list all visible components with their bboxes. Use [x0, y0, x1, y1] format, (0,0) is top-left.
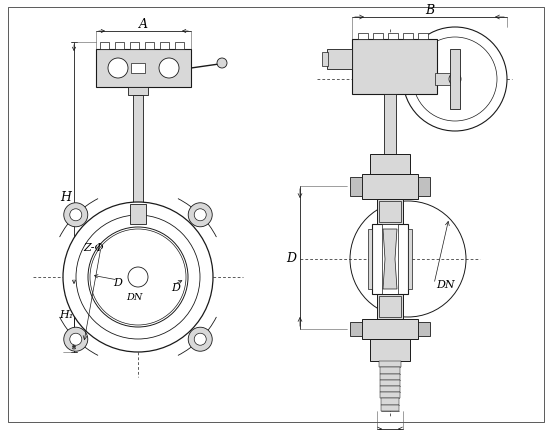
Bar — [408, 230, 412, 289]
Text: DN: DN — [126, 293, 142, 302]
Bar — [130, 43, 139, 50]
Circle shape — [403, 28, 507, 132]
Bar — [377, 294, 403, 319]
Bar — [380, 367, 400, 374]
Circle shape — [88, 227, 188, 327]
Bar — [418, 322, 430, 336]
Bar — [145, 43, 154, 50]
Bar — [100, 43, 109, 50]
Bar — [380, 386, 400, 392]
Bar — [322, 53, 328, 67]
Circle shape — [64, 203, 88, 227]
Bar — [350, 178, 362, 197]
Bar — [380, 380, 400, 386]
Text: H: H — [61, 191, 71, 204]
Bar — [373, 34, 383, 40]
Circle shape — [108, 59, 128, 79]
Bar — [388, 34, 398, 40]
Bar — [418, 34, 428, 40]
Bar — [368, 230, 372, 289]
Text: A: A — [139, 18, 148, 31]
Circle shape — [70, 209, 82, 221]
Bar — [372, 224, 408, 294]
Bar — [379, 361, 401, 367]
Bar — [418, 178, 430, 197]
Text: DN: DN — [436, 280, 455, 289]
Circle shape — [63, 203, 213, 352]
Bar — [175, 43, 184, 50]
Bar — [379, 202, 401, 222]
Bar — [128, 88, 148, 96]
Circle shape — [159, 59, 179, 79]
Bar — [381, 405, 399, 411]
Bar — [350, 322, 362, 336]
Text: D: D — [172, 283, 181, 292]
Bar — [358, 34, 368, 40]
Circle shape — [188, 203, 212, 227]
Bar — [380, 374, 400, 380]
Bar — [327, 50, 352, 70]
Bar — [403, 34, 413, 40]
Circle shape — [70, 333, 82, 345]
Bar — [370, 339, 410, 361]
Circle shape — [194, 333, 206, 345]
Text: D: D — [114, 277, 123, 287]
Bar — [133, 96, 143, 209]
Text: B: B — [425, 4, 434, 18]
Circle shape — [76, 215, 200, 339]
Bar — [435, 74, 455, 86]
Bar — [384, 95, 396, 155]
Circle shape — [188, 328, 212, 351]
Bar — [352, 40, 437, 95]
Circle shape — [128, 267, 148, 287]
Bar — [379, 296, 401, 317]
Bar — [450, 50, 460, 110]
Circle shape — [217, 59, 227, 69]
Bar — [131, 64, 145, 74]
Bar — [370, 155, 410, 175]
Bar — [96, 50, 191, 88]
Bar — [382, 224, 398, 294]
Bar — [160, 43, 169, 50]
Text: H₁: H₁ — [59, 310, 73, 320]
Bar — [377, 200, 403, 224]
Polygon shape — [383, 230, 397, 289]
Bar — [130, 205, 146, 224]
Text: Z-Φ: Z-Φ — [83, 243, 104, 252]
Bar — [380, 392, 400, 399]
Bar — [362, 175, 418, 200]
Text: D: D — [286, 252, 296, 264]
Circle shape — [64, 328, 88, 351]
Circle shape — [449, 74, 461, 86]
Bar — [380, 399, 400, 405]
Bar — [115, 43, 124, 50]
Circle shape — [194, 209, 206, 221]
Bar — [362, 319, 418, 339]
